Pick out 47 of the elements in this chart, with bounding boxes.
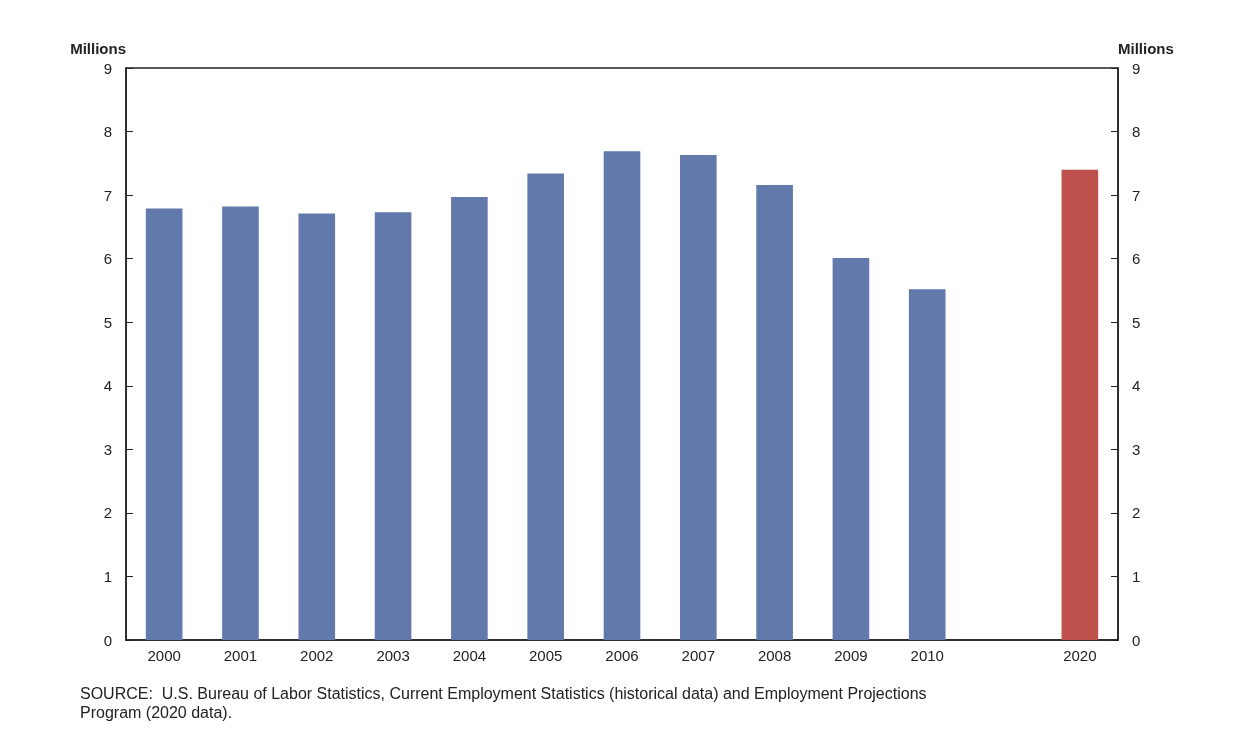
- y2-tick-label: 3: [1132, 440, 1141, 458]
- y2-tick-label: 8: [1132, 123, 1141, 141]
- bar: [756, 184, 793, 640]
- y-tick-label: 8: [103, 123, 112, 141]
- bar: [451, 197, 488, 640]
- y-axis-title: Millions: [70, 40, 126, 57]
- y-tick-label: 7: [103, 186, 112, 204]
- bar: [298, 213, 336, 640]
- y-tick-label: 9: [103, 59, 112, 77]
- y2-tick-label: 7: [1132, 186, 1141, 204]
- bar: [603, 151, 641, 640]
- y-tick-label: 0: [103, 631, 112, 649]
- x-tick-label: 2009: [834, 647, 868, 664]
- y-tick-label: 6: [103, 250, 112, 268]
- y2-tick-label: 9: [1132, 59, 1141, 77]
- bar: [908, 289, 946, 640]
- y2-tick-label: 5: [1132, 313, 1141, 331]
- x-tick-label: 2008: [757, 647, 792, 664]
- x-tick-label: 2004: [452, 647, 487, 664]
- x-tick-label: 2002: [300, 647, 334, 664]
- y2-tick-label: 2: [1132, 504, 1141, 522]
- x-tick-label: 2006: [605, 647, 639, 664]
- x-tick-label: 2010: [910, 647, 944, 664]
- y2-tick-label: 4: [1132, 377, 1141, 395]
- bar: [832, 258, 870, 640]
- x-tick-label: 2001: [223, 647, 258, 664]
- y2-tick-label: 1: [1132, 567, 1141, 585]
- source-note: SOURCE: U.S. Bureau of Labor Statistics, Current Employment Statistics (historical data) and Employment Projections Program (2020 data).: [80, 685, 927, 721]
- bar: [527, 173, 565, 640]
- bar: [679, 155, 717, 640]
- y-tick-label: 4: [103, 377, 112, 395]
- bar: [222, 206, 259, 640]
- bar: [374, 212, 412, 640]
- y-tick-label: 1: [103, 567, 112, 585]
- x-tick-label: 2005: [529, 647, 563, 664]
- x-tick-label: 2003: [376, 647, 410, 664]
- y-tick-label: 2: [103, 504, 112, 522]
- x-tick-label: 2020: [1063, 647, 1097, 664]
- y-tick-label: 5: [103, 313, 112, 331]
- y2-axis-title: Millions: [1118, 40, 1174, 57]
- y-tick-label: 3: [103, 440, 112, 458]
- y2-tick-label: 6: [1132, 250, 1141, 268]
- x-tick-label: 2007: [681, 647, 715, 664]
- x-tick-label: 2000: [147, 647, 181, 664]
- bar: [1061, 169, 1099, 640]
- y2-tick-label: 0: [1132, 631, 1141, 649]
- bar: [145, 208, 183, 640]
